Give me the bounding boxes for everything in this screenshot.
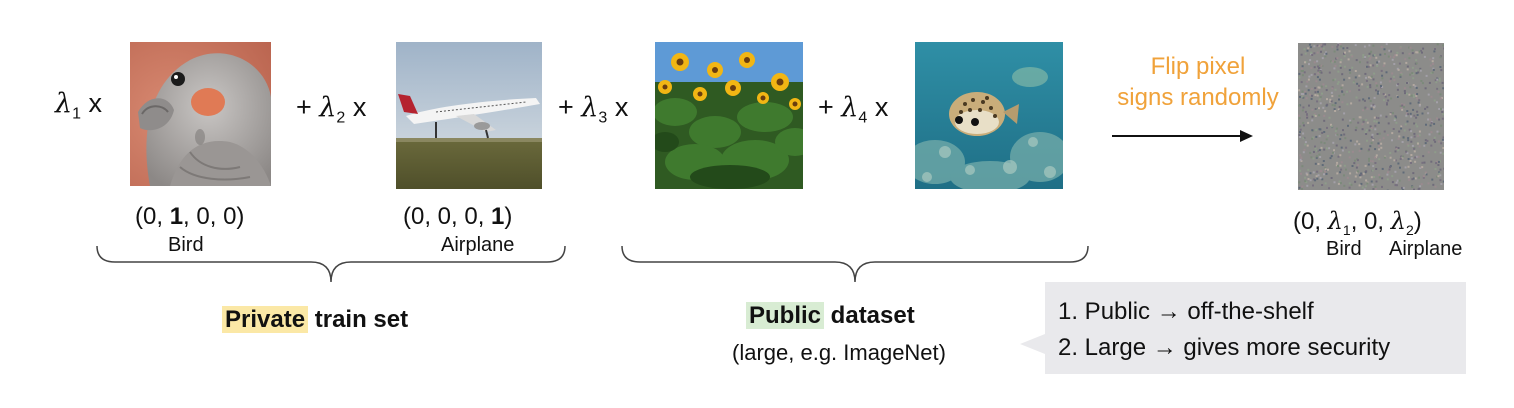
noise-image	[1298, 43, 1444, 190]
public-dataset-note: (large, e.g. ImageNet)	[732, 340, 946, 365]
sunflower-photo	[655, 42, 803, 189]
public-dataset-title: Public dataset	[746, 302, 915, 330]
bird-class-label: Bird	[168, 234, 204, 256]
coefficient-lambda-1: λ1 x	[55, 88, 103, 123]
private-highlight: Private	[222, 306, 309, 333]
public-highlight: Public	[746, 302, 825, 329]
coefficient-lambda-3: + λ3 x	[558, 92, 629, 127]
private-train-set-title: Private train set	[222, 306, 408, 334]
airplane-photo	[396, 42, 542, 189]
output-class-airplane: Airplane	[1389, 238, 1463, 260]
callout-box	[1020, 282, 1466, 374]
output-class-bird: Bird	[1326, 238, 1362, 260]
bird-label-vector: (0, 1, 0, 0)	[135, 203, 245, 230]
private-group-brace	[96, 245, 566, 283]
airplane-label-vector: (0, 0, 0, 1)	[403, 203, 513, 230]
callout-line-2: 2. Large → gives more security	[1058, 334, 1391, 361]
public-group-brace	[621, 245, 1089, 283]
coefficient-lambda-4: + λ4 x	[818, 92, 889, 127]
coefficient-lambda-2: + λ2 x	[296, 92, 367, 127]
flip-pixel-signs-label: Flip pixel signs randomly	[1117, 53, 1279, 111]
pufferfish-photo	[915, 42, 1063, 189]
callout-text: 1. Public → off-the-shelf 2. Large → giv…	[1058, 294, 1390, 366]
airplane-class-label: Airplane	[441, 234, 515, 256]
output-label-vector: (0, λ1, 0, λ2)	[1293, 207, 1422, 238]
callout-line-1: 1. Public → off-the-shelf	[1058, 298, 1314, 325]
arrow-right-icon	[1112, 130, 1253, 142]
bird-photo	[130, 42, 271, 186]
